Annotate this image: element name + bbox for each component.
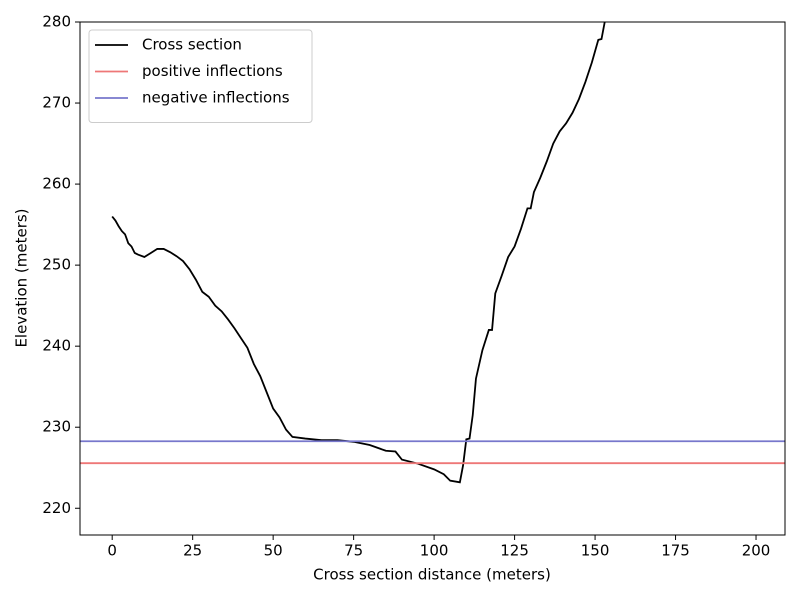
legend-label: positive inflections	[142, 62, 283, 80]
legend-label: Cross section	[142, 36, 242, 54]
plot-layer	[80, 22, 785, 484]
x-tick-label: 75	[344, 542, 363, 560]
legend-box	[88, 29, 313, 123]
axes-frame	[79, 21, 786, 536]
y-tick-label: 220	[42, 499, 71, 517]
y-tick-label: 270	[42, 94, 71, 112]
y-tick-label: 280	[42, 13, 71, 31]
y-tick-label: 240	[42, 337, 71, 355]
x-axis-label: Cross section distance (meters)	[313, 566, 551, 584]
y-tick-label: 260	[42, 175, 71, 193]
x-tick-label: 150	[581, 542, 610, 560]
x-tick-label: 175	[661, 542, 690, 560]
x-tick-label: 0	[107, 542, 117, 560]
x-tick-label: 200	[742, 542, 771, 560]
y-tick-label: 250	[42, 256, 71, 274]
legend-label: negative inflections	[142, 89, 290, 107]
x-tick-label: 100	[420, 542, 449, 560]
x-tick-label: 25	[183, 542, 202, 560]
data-line	[111, 22, 606, 484]
y-tick-label: 230	[42, 418, 71, 436]
legend: Cross section positive inflections negativ…	[88, 29, 313, 123]
y-axis-label: Elevation (meters)	[13, 208, 31, 347]
x-tick-label: 50	[264, 542, 283, 560]
x-tick-label: 125	[500, 542, 529, 560]
